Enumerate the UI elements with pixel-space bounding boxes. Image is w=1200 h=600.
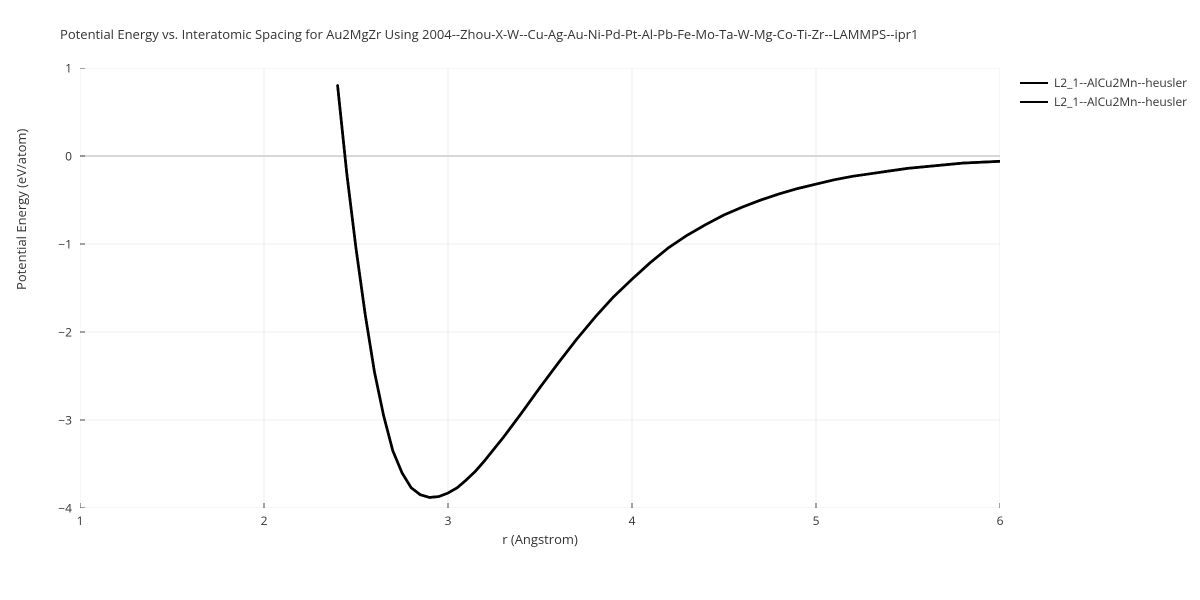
legend-item[interactable]: L2_1--AlCu2Mn--heusler	[1020, 93, 1187, 110]
y-axis-label: Potential Energy (eV/atom)	[12, 129, 30, 290]
legend-swatch	[1020, 82, 1048, 84]
series-line[interactable]	[338, 86, 1000, 498]
y-tick-label: 1	[32, 60, 72, 77]
legend-swatch	[1020, 101, 1048, 103]
y-tick-label: −3	[32, 412, 72, 429]
x-tick-label: 4	[629, 512, 636, 529]
series-line[interactable]	[338, 86, 1000, 498]
y-tick-label: −4	[32, 500, 72, 517]
chart-plot-area[interactable]	[80, 68, 1000, 508]
x-tick-label: 3	[445, 512, 452, 529]
y-tick-label: −2	[32, 324, 72, 341]
x-axis-label: r (Angstrom)	[80, 530, 1000, 548]
legend-label: L2_1--AlCu2Mn--heusler	[1054, 93, 1187, 110]
axis-ticks	[80, 68, 1000, 508]
y-tick-label: 0	[32, 148, 72, 165]
x-tick-label: 1	[77, 512, 84, 529]
x-tick-label: 2	[261, 512, 268, 529]
legend: L2_1--AlCu2Mn--heusler L2_1--AlCu2Mn--heu…	[1020, 74, 1187, 112]
series-group	[338, 86, 1000, 498]
x-tick-label: 6	[997, 512, 1004, 529]
x-tick-label: 5	[813, 512, 820, 529]
y-tick-label: −1	[32, 236, 72, 253]
gridlines	[80, 68, 1000, 508]
legend-label: L2_1--AlCu2Mn--heusler	[1054, 74, 1187, 91]
legend-item[interactable]: L2_1--AlCu2Mn--heusler	[1020, 74, 1187, 91]
chart-title: Potential Energy vs. Interatomic Spacing…	[60, 25, 918, 43]
